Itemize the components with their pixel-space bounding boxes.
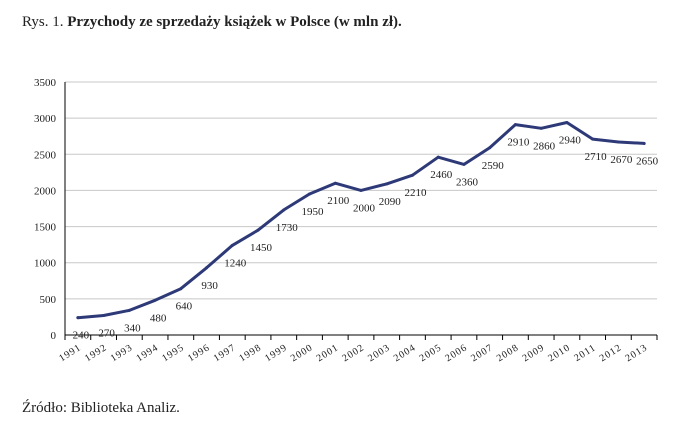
data-label: 640 bbox=[176, 301, 193, 313]
data-label: 2460 bbox=[430, 169, 453, 181]
x-tick-label: 1991 bbox=[57, 342, 83, 364]
data-label: 1240 bbox=[224, 257, 247, 269]
data-point bbox=[591, 137, 595, 141]
x-tick-label: 2008 bbox=[495, 342, 521, 364]
x-tick-label: 2000 bbox=[289, 342, 315, 364]
data-label: 240 bbox=[73, 330, 90, 342]
data-point bbox=[616, 140, 620, 144]
data-point bbox=[565, 120, 569, 124]
y-tick-label: 2000 bbox=[34, 185, 57, 197]
data-point bbox=[179, 287, 183, 291]
data-label: 2650 bbox=[636, 155, 659, 167]
x-tick-label: 1995 bbox=[160, 342, 186, 364]
data-point bbox=[205, 266, 209, 270]
y-tick-label: 1000 bbox=[34, 258, 57, 270]
data-point bbox=[127, 308, 131, 312]
x-tick-label: 2012 bbox=[598, 342, 624, 364]
x-tick-label: 1997 bbox=[212, 342, 238, 364]
figure-caption: Rys. 1. Przychody ze sprzedaży książek w… bbox=[22, 14, 402, 31]
data-point bbox=[153, 298, 157, 302]
data-point bbox=[76, 316, 80, 320]
data-label: 2000 bbox=[353, 202, 376, 214]
data-point bbox=[410, 173, 414, 177]
data-point bbox=[462, 162, 466, 166]
x-tick-label: 1999 bbox=[263, 342, 289, 364]
x-tick-label: 1992 bbox=[83, 342, 109, 364]
x-tick-label: 2013 bbox=[624, 342, 650, 364]
x-tick-label: 1993 bbox=[109, 342, 135, 364]
data-label: 1730 bbox=[276, 222, 299, 234]
data-point bbox=[282, 208, 286, 212]
data-label: 2090 bbox=[379, 196, 402, 208]
data-point bbox=[333, 181, 337, 185]
data-label: 270 bbox=[98, 327, 115, 339]
data-label: 480 bbox=[150, 312, 167, 324]
x-tick-label: 2004 bbox=[392, 342, 418, 364]
data-point bbox=[513, 123, 517, 127]
data-point bbox=[385, 182, 389, 186]
y-tick-label: 1500 bbox=[34, 222, 57, 234]
x-tick-label: 2003 bbox=[366, 342, 392, 364]
x-tick-label: 1994 bbox=[134, 342, 160, 364]
data-point bbox=[642, 141, 646, 145]
data-label: 2100 bbox=[327, 195, 350, 207]
x-tick-label: 2005 bbox=[418, 342, 444, 364]
data-point bbox=[359, 188, 363, 192]
x-tick-label: 2002 bbox=[340, 342, 366, 364]
data-point bbox=[539, 126, 543, 130]
x-tick-label: 2006 bbox=[443, 342, 469, 364]
data-point bbox=[256, 228, 260, 232]
y-tick-label: 3500 bbox=[34, 77, 57, 89]
figure-number: Rys. 1. bbox=[22, 14, 64, 30]
x-tick-label: 1998 bbox=[237, 342, 263, 364]
source-note: Źródło: Biblioteka Analiz. bbox=[22, 400, 180, 416]
data-label: 1450 bbox=[250, 242, 273, 254]
x-tick-label: 2007 bbox=[469, 342, 495, 364]
data-label: 1950 bbox=[302, 206, 325, 218]
data-label: 930 bbox=[201, 280, 218, 292]
data-label: 2360 bbox=[456, 176, 479, 188]
x-tick-label: 2009 bbox=[521, 342, 547, 364]
y-tick-label: 3000 bbox=[34, 113, 57, 125]
data-label: 2670 bbox=[610, 154, 633, 166]
data-point bbox=[488, 146, 492, 150]
x-tick-label: 2001 bbox=[315, 342, 341, 364]
chart-title: Przychody ze sprzedaży książek w Polsce … bbox=[67, 14, 402, 30]
data-label: 2940 bbox=[559, 134, 582, 146]
data-label: 2910 bbox=[507, 137, 530, 149]
data-label: 2860 bbox=[533, 140, 556, 152]
x-tick-label: 1996 bbox=[186, 342, 212, 364]
data-label: 340 bbox=[124, 322, 141, 334]
data-point bbox=[308, 192, 312, 196]
y-tick-label: 0 bbox=[51, 330, 57, 342]
data-label: 2710 bbox=[585, 151, 608, 163]
y-tick-label: 2500 bbox=[34, 149, 57, 161]
x-tick-label: 2011 bbox=[572, 342, 598, 364]
data-label: 2210 bbox=[404, 187, 427, 199]
data-point bbox=[102, 313, 106, 317]
data-label: 2590 bbox=[482, 160, 505, 172]
y-tick-label: 500 bbox=[40, 294, 57, 306]
data-point bbox=[230, 243, 234, 247]
series-line bbox=[76, 121, 646, 320]
data-point bbox=[436, 155, 440, 159]
x-tick-label: 2010 bbox=[546, 342, 572, 364]
